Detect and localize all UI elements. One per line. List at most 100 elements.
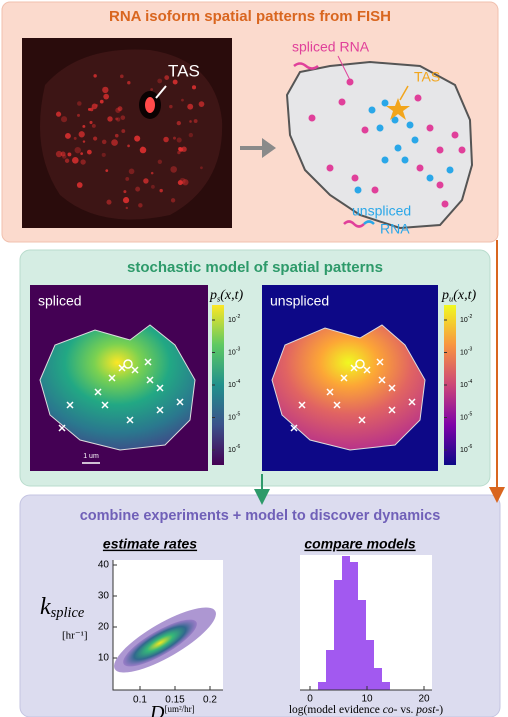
marker: [58, 424, 66, 432]
rna-spot: [120, 74, 124, 79]
label: unspliced: [270, 293, 329, 309]
rna-dot: [426, 124, 434, 132]
rna-spot: [193, 119, 198, 123]
rna-spot: [172, 79, 178, 85]
marker: [363, 366, 371, 374]
rna-spot: [141, 146, 144, 150]
exponent: -2: [236, 314, 241, 320]
rna-spot: [187, 103, 194, 110]
rna-spot: [102, 86, 109, 94]
rna-spot: [123, 190, 127, 194]
rna-dot: [441, 200, 449, 208]
rna-spot: [121, 129, 126, 134]
pointer: [399, 85, 409, 101]
symbol: p: [209, 288, 217, 303]
rna-spot: [198, 101, 205, 107]
rna-spot: [177, 150, 181, 155]
args: (x,t): [453, 288, 476, 303]
rna-spot: [120, 115, 126, 120]
tas-marker: [123, 359, 133, 369]
rna-dots: [308, 78, 466, 208]
base: 10: [460, 382, 468, 389]
rna-dot: [338, 98, 346, 106]
rna-spot: [151, 184, 155, 189]
rna-dot: [411, 136, 419, 144]
rna-spot: [55, 111, 62, 117]
marker: [66, 401, 74, 409]
rna-spot: [173, 136, 176, 140]
tick-label: 10: [361, 694, 373, 705]
label: RNA: [380, 221, 410, 237]
tick-label: 10-5: [228, 412, 240, 422]
rna-spot: [91, 103, 98, 110]
rna-spot: [150, 88, 154, 91]
rna-spot: [74, 146, 81, 154]
tick-label: 10-6: [460, 444, 472, 454]
marker: [388, 406, 396, 414]
axis-label: pu(x,t): [441, 288, 476, 303]
tick-label: 0.2: [203, 695, 217, 706]
base: 10: [228, 382, 236, 389]
marker: [156, 406, 164, 414]
rna-spot: [134, 135, 141, 142]
rna-spot: [115, 107, 121, 113]
marker: [144, 358, 152, 366]
rna-spot: [170, 166, 177, 173]
rna-spot: [78, 131, 85, 138]
base: 10: [228, 447, 236, 454]
base: 10: [228, 414, 236, 421]
rna-spot: [86, 149, 92, 155]
tas-star: [386, 98, 410, 120]
base: 10: [460, 414, 468, 421]
rna-spot: [114, 133, 119, 138]
symbol: p: [441, 288, 449, 303]
rna-spot: [182, 179, 189, 186]
rna-spot: [169, 104, 173, 109]
marker: [333, 401, 341, 409]
exponent: -3: [236, 347, 241, 353]
axis-label: ksplice: [40, 594, 85, 622]
label-part: post-: [415, 704, 439, 716]
marker: [101, 401, 109, 409]
panel-title: combine experiments + model to discover …: [80, 508, 441, 524]
rna-dot: [326, 164, 334, 172]
marker: [126, 416, 134, 424]
rna-spot: [157, 159, 163, 164]
rna-spot: [159, 188, 163, 193]
rna-dot: [351, 174, 359, 182]
y-axis: 10 20 30 40 0.1 0.15 0.2: [98, 560, 223, 706]
base: 10: [460, 317, 468, 324]
tick-label: 40: [98, 560, 110, 571]
rna-spot: [125, 206, 129, 210]
rna-spot: [115, 117, 118, 121]
rna-spot: [189, 120, 192, 123]
heatmap-cell: [39, 324, 196, 451]
args: (x,t): [220, 288, 243, 303]
histogram: [318, 556, 390, 690]
tick-label: 10-2: [228, 314, 240, 324]
marker: [94, 388, 102, 396]
marker: [388, 384, 396, 392]
rna-spot: [163, 136, 169, 143]
label: spliced RNA: [292, 39, 370, 55]
pointer: [337, 55, 351, 81]
rna-dot: [401, 156, 409, 164]
exponent: -3: [468, 347, 473, 353]
tick-label: 20: [98, 622, 110, 633]
label: spliced: [38, 293, 82, 309]
label-part: ): [439, 704, 443, 716]
rna-spot: [77, 113, 80, 117]
rna-spot: [191, 85, 197, 90]
rna-dot: [406, 121, 414, 129]
cell-outline: [285, 60, 474, 230]
marker: [146, 376, 154, 384]
tick-label: 10-3: [460, 347, 472, 357]
label: TAS: [168, 61, 200, 80]
rna-spot: [62, 154, 67, 159]
rna-spot: [135, 186, 141, 192]
tick-label: 10-6: [228, 444, 240, 454]
rna-spot: [127, 81, 131, 85]
label-part: vs.: [397, 704, 416, 716]
rna-spot: [176, 120, 181, 126]
